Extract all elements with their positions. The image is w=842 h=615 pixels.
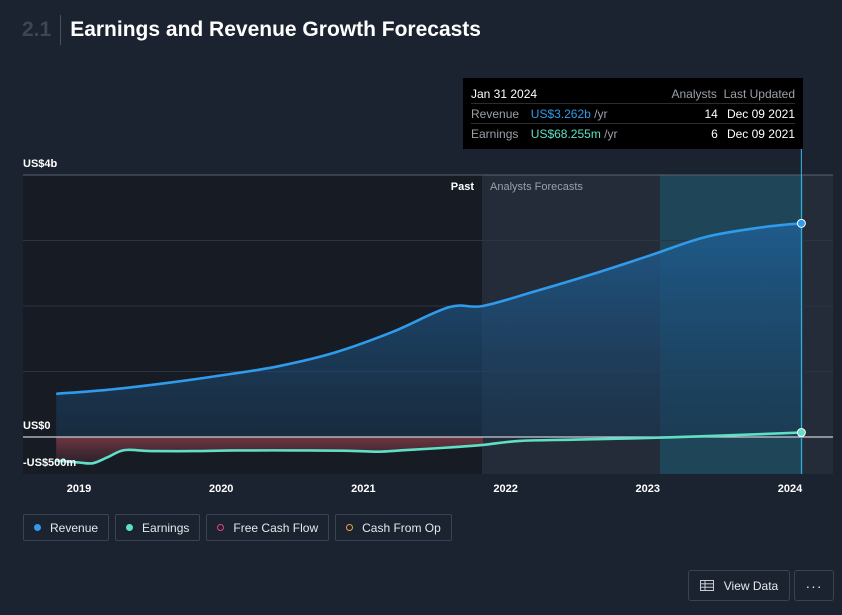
tooltip-earnings-unit: /yr	[604, 126, 618, 141]
legend-earnings-label: Earnings	[142, 520, 190, 535]
chart-tooltip: Jan 31 2024 Analysts Last Updated Revenu…	[463, 78, 803, 149]
tooltip-updated-header: Last Updated	[723, 87, 795, 101]
tooltip-analysts-header: Analysts	[671, 87, 717, 101]
tooltip-date: Jan 31 2024	[471, 87, 538, 101]
section-number: 2.1	[22, 18, 52, 41]
earnings-point[interactable]	[796, 428, 806, 438]
x-tick-label: 2024	[778, 483, 803, 495]
tooltip-earnings-analysts: 6	[711, 126, 718, 141]
legend-free-cash-flow[interactable]: Free Cash Flow	[206, 514, 330, 541]
forecast-label: Analysts Forecasts	[490, 181, 583, 193]
tooltip-row-earnings: Earnings US$68.255m /yr 6 Dec 09 2021	[471, 124, 795, 143]
tooltip-header: Jan 31 2024 Analysts Last Updated	[471, 85, 795, 104]
revenue-dot-icon	[34, 524, 41, 531]
x-tick-label: 2022	[493, 483, 517, 495]
tooltip-revenue-unit: /yr	[594, 106, 608, 121]
view-data-button[interactable]: View Data	[688, 570, 790, 601]
legend-cash-from-op-label: Cash From Op	[362, 520, 441, 535]
cash-from-op-ring-icon	[346, 524, 354, 531]
tooltip-row-revenue: Revenue US$3.262b /yr 14 Dec 09 2021	[471, 104, 795, 124]
legend-free-cash-flow-label: Free Cash Flow	[233, 520, 319, 535]
revenue-line[interactable]	[56, 222, 802, 396]
revenue-area	[56, 223, 802, 437]
more-icon: ···	[805, 577, 823, 594]
x-tick-label: 2019	[67, 483, 91, 495]
tooltip-earnings-updated: Dec 09 2021	[726, 126, 795, 141]
revenue-point[interactable]	[796, 218, 806, 228]
chart-legend: Revenue Earnings Free Cash Flow Cash Fro…	[23, 514, 452, 541]
x-tick-label: 2020	[209, 483, 233, 495]
x-axis: 2019 2020 2021 2022 2023 2024	[67, 483, 803, 495]
y-label-bottom: -US$500m	[23, 457, 76, 469]
tooltip-revenue-analysts: 14	[704, 106, 718, 121]
earnings-line[interactable]	[56, 431, 802, 465]
tooltip-revenue-updated: Dec 09 2021	[726, 106, 795, 121]
view-data-label: View Data	[723, 578, 779, 593]
tooltip-revenue-label: Revenue	[471, 106, 520, 121]
legend-revenue[interactable]: Revenue	[23, 514, 110, 541]
chart-title: Earnings and Revenue Growth Forecasts	[70, 18, 481, 41]
tooltip-earnings-label: Earnings	[471, 126, 519, 141]
free-cash-flow-ring-icon	[217, 524, 225, 531]
tooltip-revenue-value-cell: US$3.262b /yr	[531, 107, 660, 121]
tooltip-earnings-value: US$68.255m	[530, 126, 601, 141]
more-options-button[interactable]: ···	[794, 570, 834, 601]
growth-chart[interactable]: Past Analysts Forecasts US$4b US$0 -US$5…	[0, 0, 842, 500]
tooltip-revenue-value: US$3.262b	[530, 106, 591, 121]
table-icon	[699, 580, 714, 591]
tooltip-earnings-value-cell: US$68.255m /yr	[531, 127, 660, 141]
legend-cash-from-op[interactable]: Cash From Op	[335, 514, 452, 541]
x-tick-label: 2023	[636, 483, 660, 495]
legend-earnings[interactable]: Earnings	[115, 514, 201, 541]
y-label-zero: US$0	[23, 420, 51, 432]
section-header: 2.1 Earnings and Revenue Growth Forecast…	[22, 14, 481, 46]
past-label: Past	[451, 181, 475, 193]
earnings-dot-icon	[126, 524, 134, 531]
y-label-top: US$4b	[23, 158, 58, 170]
x-tick-label: 2021	[351, 483, 375, 495]
header-divider	[60, 15, 62, 45]
legend-revenue-label: Revenue	[50, 520, 99, 535]
